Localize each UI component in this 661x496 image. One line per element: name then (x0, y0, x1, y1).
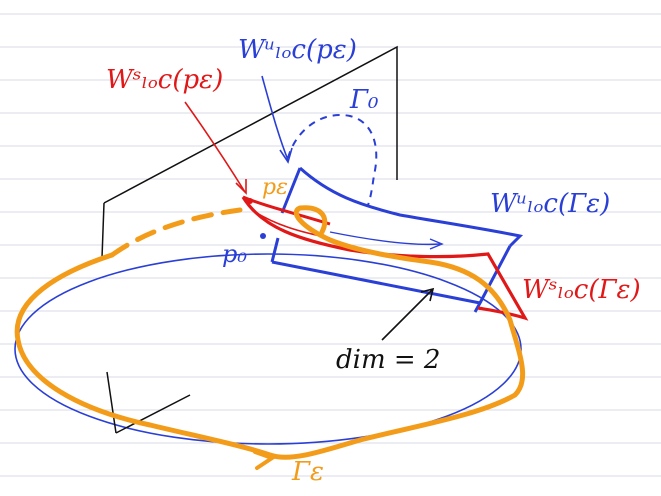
pointer-arrow-wu-p-head (279, 147, 293, 164)
unstable-manifold-p-eps (280, 166, 524, 248)
transversal-plane-bottom-edge (115, 394, 191, 434)
label-w-loc-s-p-eps: Wˢₗₒc(pε) (106, 65, 223, 95)
transversal-plane (103, 45, 398, 204)
label-gamma-0: Γ₀ (349, 85, 379, 115)
gamma-eps-arrow (253, 450, 277, 470)
label-w-loc-u-gamma-eps: Wᵘₗₒc(Γε) (490, 189, 610, 219)
label-p-0: p₀ (222, 240, 247, 268)
flow-arrow-line (329, 231, 441, 246)
blue-orbit-ellipse (14, 253, 522, 445)
label-w-loc-s-gamma-eps: Wˢₗₒc(Γε) (522, 275, 641, 305)
point-p-eps (247, 198, 253, 204)
label-w-loc-u-p-eps: Wᵘₗₒc(pε) (238, 35, 357, 65)
pointer-arrow-ws-p-head (235, 179, 247, 195)
point-p-0 (260, 233, 266, 239)
ruled-lines (0, 13, 661, 477)
label-p-eps: pε (262, 175, 288, 200)
pointer-arrow-ws-p (184, 101, 246, 193)
gamma-eps-orbit (14, 205, 526, 460)
gamma-eps-dashed-orbit (109, 207, 243, 258)
pointer-arrow-wu-p (261, 75, 289, 161)
flow-arrow-head (429, 238, 444, 250)
gamma-0-dashed-orbit (287, 114, 378, 206)
pointer-arrow-dim-head (420, 287, 435, 302)
unstable-manifold-gamma-eps (270, 237, 512, 313)
label-dim-eq-2: dim = 2 (336, 345, 440, 375)
pointer-arrow-dim (381, 289, 433, 341)
label-gamma-eps: Γε (291, 457, 324, 487)
transversal-plane-left-edge (101, 202, 117, 434)
